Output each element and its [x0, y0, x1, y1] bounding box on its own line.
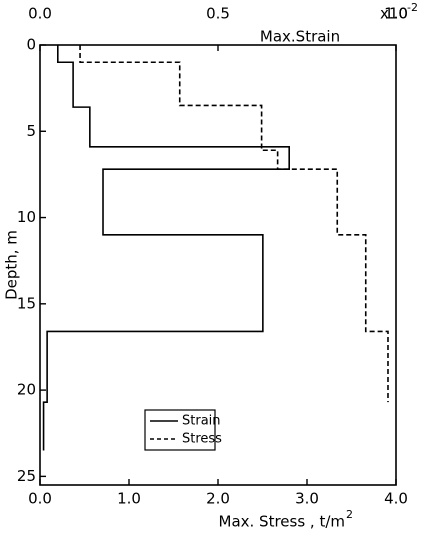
x2-tick-label: 0.5 [206, 5, 230, 23]
y-tick-label: 0 [26, 36, 36, 54]
legend-label: Strain [182, 414, 221, 429]
x2-tick-label: 1.0 [384, 5, 408, 23]
x-axis-label: Max. Stress , t/m [219, 513, 346, 531]
y-tick-label: 15 [17, 294, 36, 312]
y-tick-label: 20 [17, 381, 36, 399]
x2-multiplier: x10 [380, 5, 408, 23]
x2-axis-label: Max.Strain [260, 28, 340, 46]
x-axis-label-sup: 2 [346, 508, 353, 521]
x-tick-label: 2.0 [206, 490, 230, 508]
x2-multiplier-sup: -2 [407, 1, 418, 14]
y-tick-label: 25 [17, 467, 36, 485]
legend-label: Stress [182, 432, 222, 447]
y-axis-label: Depth, m [3, 230, 21, 300]
profile-line [79, 45, 389, 403]
x-tick-label: 1.0 [117, 490, 141, 508]
x-tick-label: 3.0 [295, 490, 319, 508]
x-tick-label: 0.0 [28, 490, 52, 508]
y-tick-label: 10 [17, 208, 36, 226]
legend-box [144, 409, 216, 451]
x2-tick-label: 0.0 [28, 5, 52, 23]
profile-line [42, 45, 290, 451]
x-tick-label: 4.0 [384, 490, 408, 508]
y-tick-label: 5 [26, 122, 36, 140]
